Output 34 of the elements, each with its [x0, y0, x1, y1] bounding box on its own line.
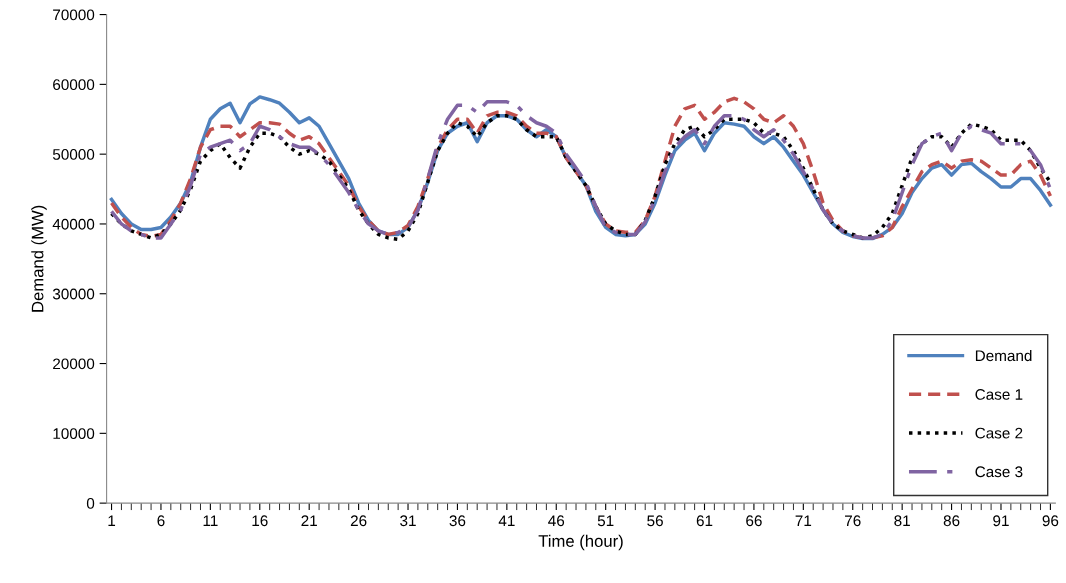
- x-tick-label: 6: [157, 515, 165, 527]
- legend-label: Demand: [975, 349, 1032, 362]
- y-tick-label: 20000: [53, 358, 95, 370]
- x-tick-label: 11: [203, 515, 218, 527]
- x-tick-label: 91: [993, 515, 1009, 527]
- legend-label: Case 2: [975, 427, 1023, 439]
- y-tick-label: 10000: [53, 428, 95, 440]
- y-tick-label: 70000: [53, 9, 95, 21]
- y-axis-title: Demand (MW): [31, 205, 47, 312]
- x-tick-label: 56: [647, 515, 663, 527]
- x-tick-label: 36: [449, 515, 466, 527]
- x-tick-label: 61: [696, 515, 713, 527]
- x-tick-label: 76: [845, 515, 861, 527]
- x-tick-label: 21: [301, 515, 317, 527]
- x-tick-label: 51: [597, 515, 614, 527]
- y-tick-label: 30000: [52, 288, 95, 300]
- legend-label: Case 1: [975, 389, 1023, 400]
- y-tick-label: 60000: [53, 79, 95, 91]
- x-tick-label: 1: [108, 515, 116, 527]
- legend-label: Case 3: [975, 466, 1023, 478]
- x-tick-label: 26: [350, 515, 367, 527]
- x-tick-label: 41: [498, 515, 515, 527]
- y-tick-label: 0: [86, 498, 95, 509]
- x-tick-label: 86: [943, 515, 960, 527]
- x-tick-label: 66: [746, 515, 762, 527]
- x-axis-title: Time (hour): [538, 534, 623, 551]
- x-tick-label: 96: [1042, 515, 1059, 527]
- x-tick-label: 46: [548, 515, 565, 527]
- y-tick-label: 40000: [52, 218, 95, 230]
- y-tick-label: 50000: [52, 149, 95, 160]
- x-tick-label: 81: [894, 515, 910, 527]
- x-tick-label: 31: [400, 515, 416, 527]
- x-tick-label: 16: [252, 515, 268, 527]
- x-tick-label: 71: [795, 515, 812, 527]
